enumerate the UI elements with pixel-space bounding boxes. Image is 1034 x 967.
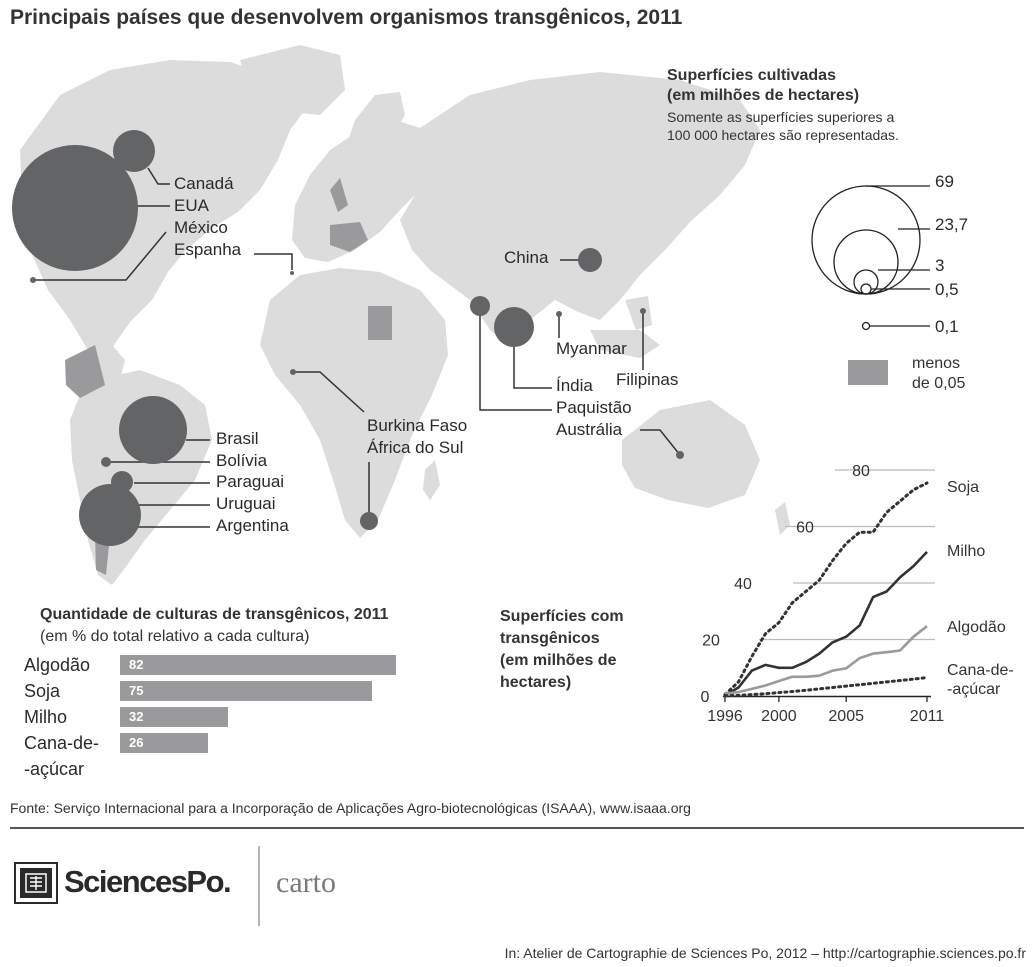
series-label: Algodão [947,619,1006,636]
bar [120,681,373,701]
bar-value-label: 26 [129,735,144,750]
legend-small-area-label: menos de 0,05 [912,355,966,392]
bar-category: Soja [24,681,61,701]
label-paraguai: Paraguai [216,472,285,491]
legend-size-69: 69 [935,172,954,191]
x-tick-label: 2000 [761,708,797,725]
circle-burkina-faso [290,369,296,375]
bar-value-label: 82 [129,657,144,672]
circle-india [494,307,534,347]
country-circles [12,130,684,546]
y-tick-label: 60 [796,520,814,537]
circle-china [578,248,602,272]
circle-argentina [79,484,141,546]
series-line [723,676,929,698]
legend-note: Somente as superfícies superiores a 100 … [667,109,899,143]
label-india: Índia [556,376,593,395]
series-label: Milho [947,543,985,560]
label-espanha: Espanha [174,240,242,259]
size-legend-circles [811,185,930,331]
bar-category: -açúcar [24,759,85,779]
y-tick-label: 20 [702,633,720,650]
bar [120,733,208,753]
series-line [723,481,929,697]
legend-size-0-1: 0,1 [935,317,959,336]
circle-australia [676,451,684,459]
bar-chart-title: Quantidade de culturas de transgênicos, … [40,606,389,623]
circle-eua [12,145,138,271]
label-burkina-faso: Burkina Faso [367,416,468,435]
circle-canada [113,130,155,172]
sciences-po-brand: SciencesPo. [64,864,232,899]
label-argentina: Argentina [216,516,289,535]
x-tick-label: 1996 [707,708,743,725]
label-canada: Canadá [174,174,234,193]
y-tick-label: 0 [701,689,710,706]
carto-brand: carto [276,866,336,899]
bar [120,707,228,727]
label-paquistao: Paquistão [556,398,632,417]
sciences-po-logo-icon [14,862,58,904]
circle-mexico [30,277,36,283]
circle-uruguai [130,501,138,509]
map-title: Principais países que desenvolvem organi… [10,6,683,29]
legend-size-23-7: 23,7 [935,215,969,234]
line-chart: 0 20 40 60 80 1996 2000 2005 2011 Soja Milho Algodã… [701,463,1014,725]
label-china: China [504,248,549,267]
source-text: Fonte: Serviço Internacional para a Inco… [10,800,691,816]
world-map [12,45,930,585]
series-label: -açúcar [947,681,1001,698]
circle-filipinas [640,308,646,314]
divider [10,827,1024,829]
legend-size-3: 3 [935,256,945,275]
label-filipinas: Filipinas [616,370,679,389]
circle-africa-do-sul [360,512,378,530]
legend-small-area-swatch [848,360,888,385]
legend-size-0-5: 0,5 [935,280,959,299]
legend-title: Superfícies cultivadas (em milhões de he… [667,67,860,104]
label-africa-do-sul: África do Sul [367,438,464,457]
credit-text: In: Atelier de Cartographie de Sciences … [504,945,1026,961]
bar-category: Cana-de- [24,733,100,753]
bar-category: Milho [24,707,68,727]
series-line [724,625,928,695]
series-label: Soja [947,479,979,496]
circle-brasil [119,396,187,464]
circle-bolivia [101,457,111,467]
bar [120,655,396,675]
line-chart-title: Superfícies com transgênicos (em milhões… [500,608,624,691]
x-tick-label: 2005 [828,708,864,725]
label-brasil: Brasil [216,429,259,448]
small-area-countries [65,178,392,575]
label-mexico: México [174,218,228,237]
bar-category: Algodão [24,655,91,675]
label-uruguai: Uruguai [216,494,276,513]
label-bolivia: Bolívia [216,451,268,470]
circle-espanha [290,271,294,275]
y-tick-label: 80 [852,463,870,480]
circle-paquistao [470,296,490,316]
y-tick-label: 40 [734,576,752,593]
label-eua: EUA [174,196,209,215]
series-line [724,551,928,697]
bar-chart-subtitle: (em % do total relativo a cada cultura) [40,628,310,645]
circle-myanmar [556,311,562,317]
bar-value-label: 75 [129,683,144,698]
logo-separator [258,846,260,926]
label-myanmar: Myanmar [556,339,627,358]
label-australia: Austrália [556,420,623,439]
series-label: Cana-de- [947,662,1014,679]
x-tick-label: 2011 [910,708,945,725]
bar-value-label: 32 [129,709,144,724]
